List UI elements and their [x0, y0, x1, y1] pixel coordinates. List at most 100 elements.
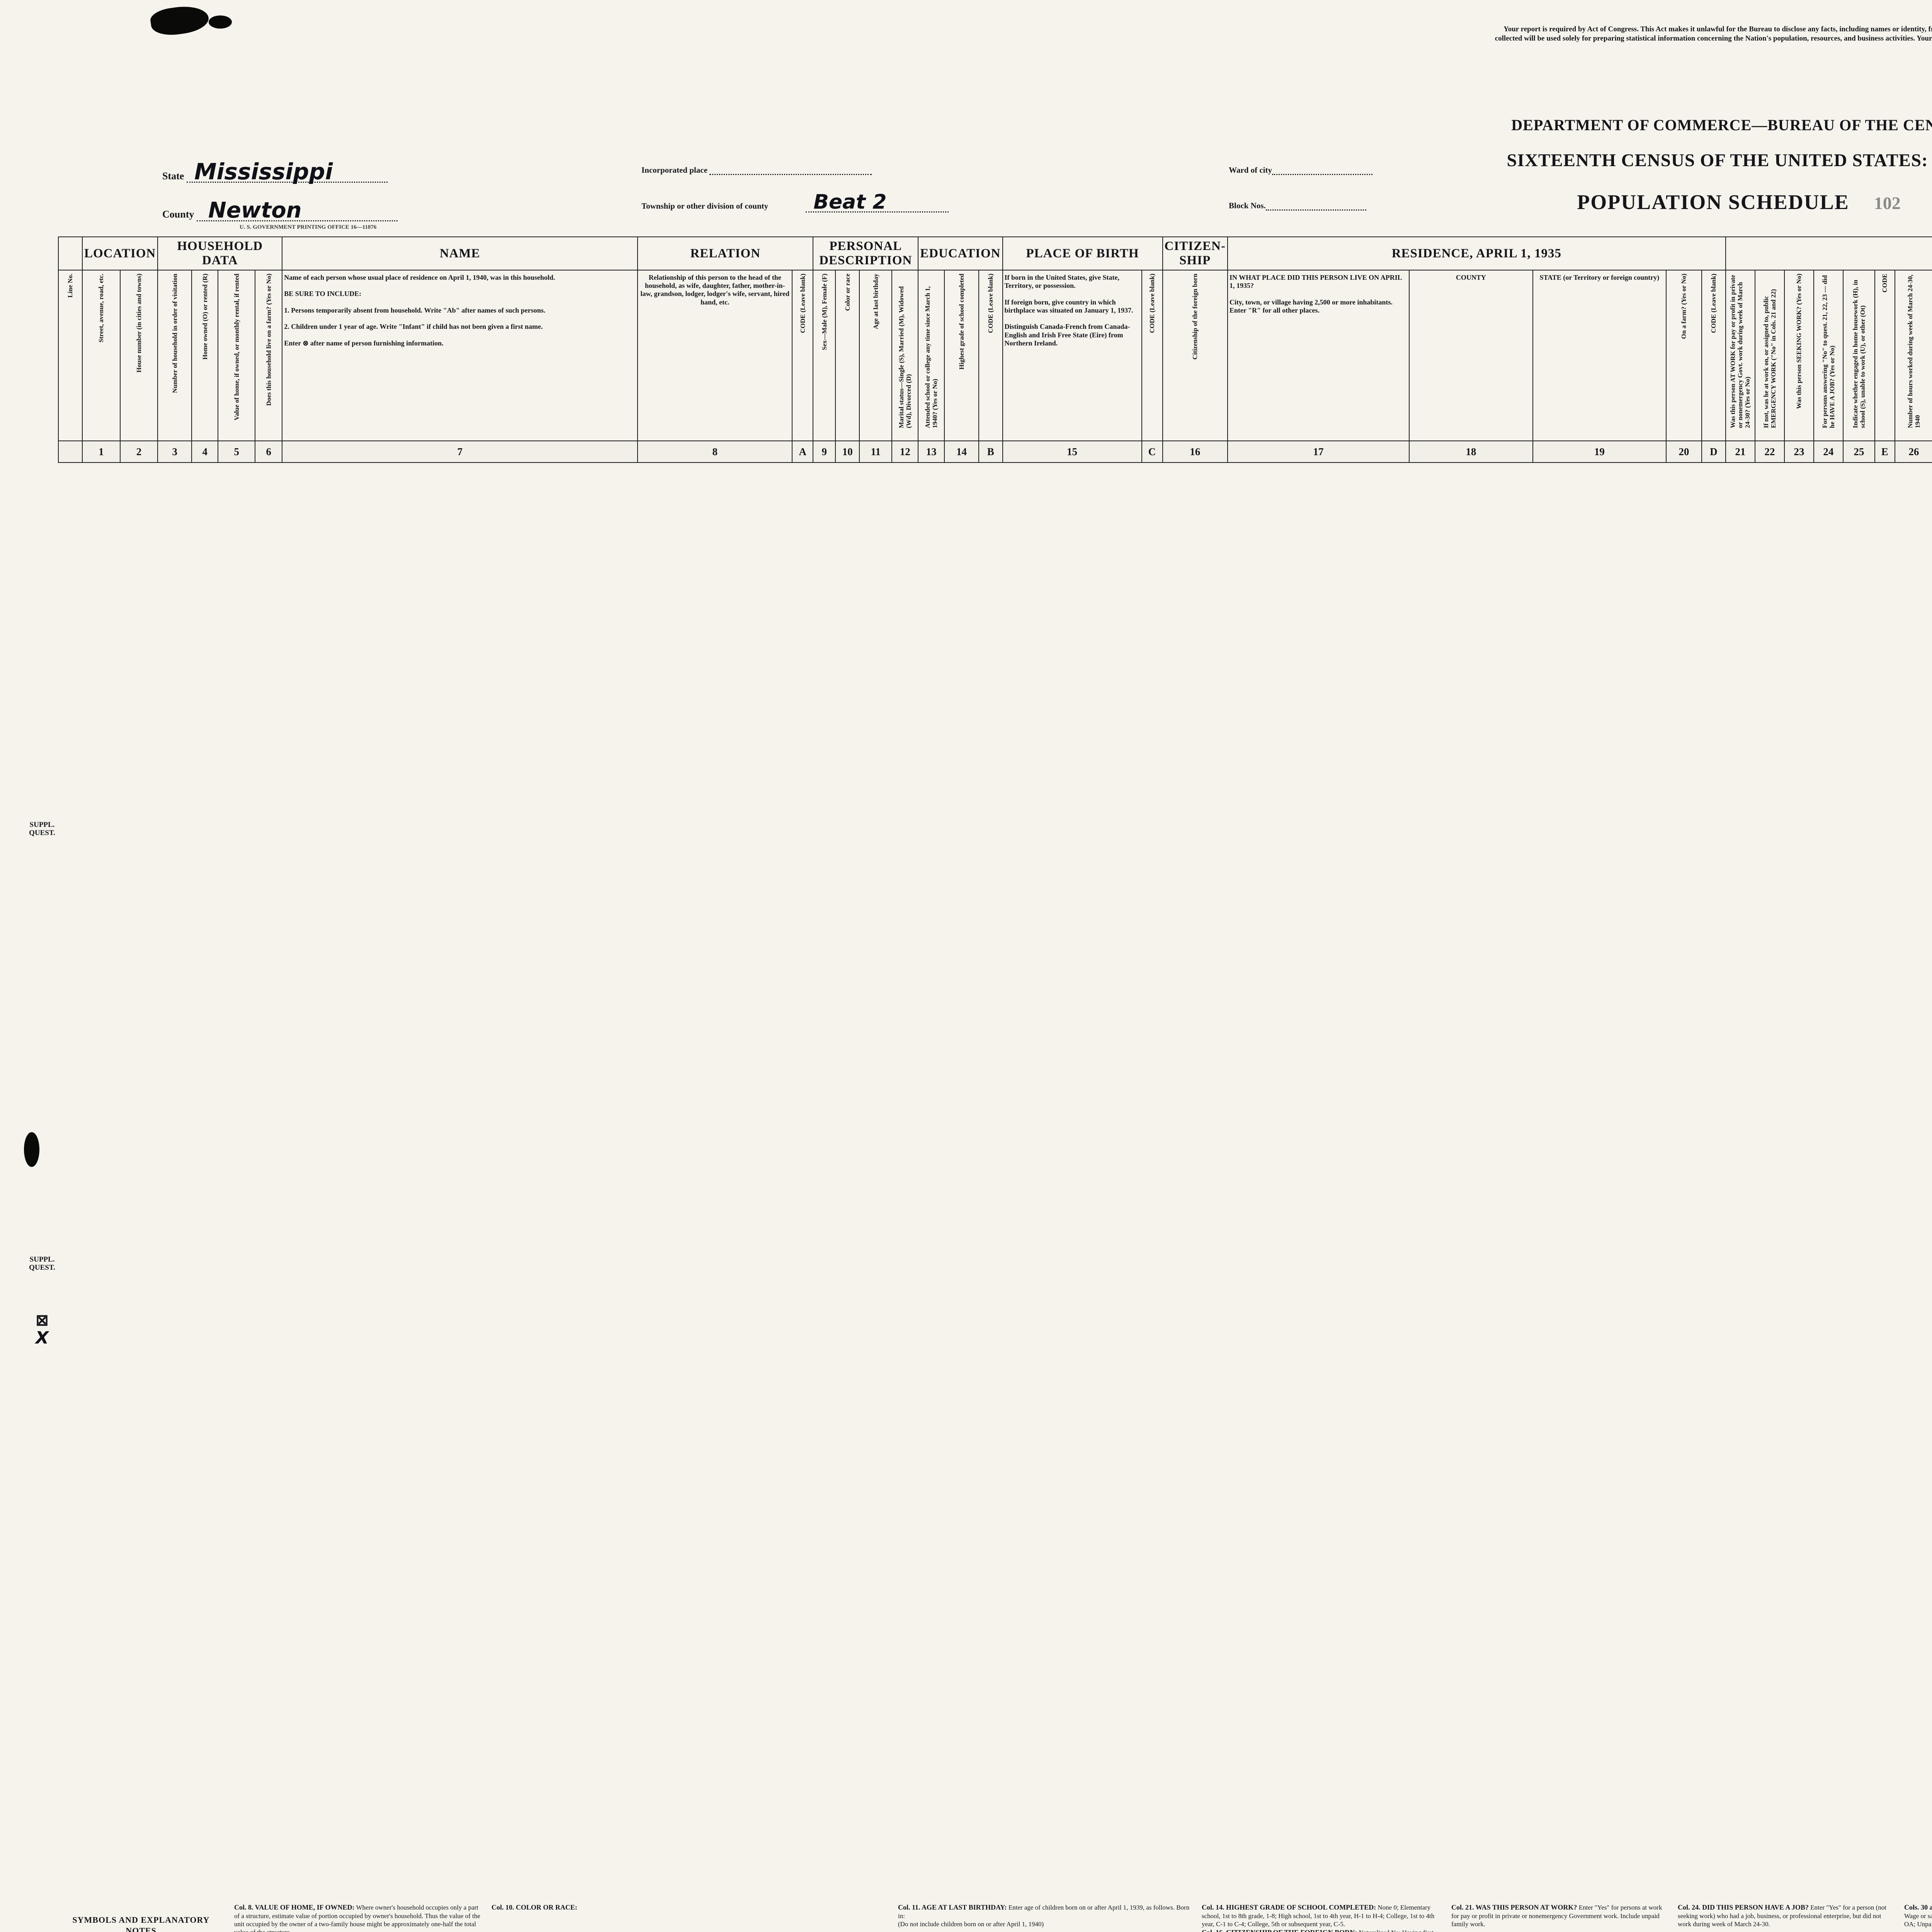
column-desc: Home owned (O) or rented (R)	[191, 270, 219, 441]
column-group: PERSONAL DESCRIPTION	[813, 236, 919, 270]
column-desc: Indicate whether engaged in home housewo…	[1842, 270, 1875, 441]
note-col24: Col. 24. DID THIS PERSON HAVE A JOB? Ent…	[1678, 1903, 1886, 1928]
column-number: 18	[1408, 440, 1533, 463]
column-number	[58, 440, 83, 463]
column-number: E	[1874, 440, 1895, 463]
column-number: 9	[813, 440, 836, 463]
column-desc: Marital status—Single (S), Married (M), …	[891, 270, 919, 441]
column-desc: Attended school or college any time sinc…	[918, 270, 945, 441]
check-box-mark: ⊠ X	[36, 1311, 49, 1348]
column-desc: Age at last birthday	[859, 270, 893, 441]
column-desc: Number of household in order of visitati…	[157, 270, 192, 441]
column-number: 19	[1532, 440, 1667, 463]
census-title: SIXTEENTH CENSUS OF THE UNITED STATES: 1…	[1507, 150, 1932, 170]
column-number: 3	[157, 440, 192, 463]
column-group: RELATION	[637, 236, 814, 270]
column-number: B	[978, 440, 1003, 463]
column-number: A	[792, 440, 814, 463]
column-desc: CODE	[1874, 270, 1895, 441]
column-number: 24	[1813, 440, 1844, 463]
state-field: State Mississippi	[162, 160, 388, 183]
explanatory-notes: SYMBOLS AND EXPLANATORY NOTES Col. 8. VA…	[58, 1903, 1932, 1932]
column-desc: If not, was he at work on, or assigned t…	[1754, 270, 1785, 441]
note-col8: Col. 8. VALUE OF HOME, IF OWNED: Where o…	[234, 1903, 480, 1932]
ward-field: Ward of city	[1229, 165, 1372, 175]
column-number: C	[1141, 440, 1163, 463]
column-number: D	[1701, 440, 1726, 463]
column-group: NAME	[282, 236, 638, 270]
column-desc: Was this person AT WORK for pay or profi…	[1725, 270, 1755, 441]
column-number: 20	[1665, 440, 1702, 463]
department-title: DEPARTMENT OF COMMERCE—BUREAU OF THE CEN…	[1511, 116, 1932, 134]
column-desc: Street, avenue, road, etc.	[82, 270, 121, 441]
column-desc: COUNTY	[1408, 270, 1533, 441]
page-header: Your report is required by Act of Congre…	[0, 0, 1932, 232]
column-number: 5	[218, 440, 256, 463]
township-field: Township or other division of county Bea…	[641, 192, 1144, 213]
schedule-stamp: 102	[1874, 193, 1901, 213]
column-number: 22	[1754, 440, 1785, 463]
block-field: Block Nos.	[1229, 201, 1366, 211]
column-desc: CODE (Leave blank)	[792, 270, 814, 441]
note-col14-16: Col. 14. HIGHEST GRADE OF SCHOOL COMPLET…	[1202, 1903, 1435, 1932]
column-desc: Line No.	[58, 270, 83, 441]
column-number: 1	[82, 440, 121, 463]
gpo-imprint: U. S. GOVERNMENT PRINTING OFFICE 16—1187…	[240, 224, 377, 230]
column-desc: Color or race	[835, 270, 860, 441]
left-suppl-note-29: SUPPL. QUEST.	[29, 1255, 55, 1272]
note-col11: Col. 11. AGE AT LAST BIRTHDAY: Enter age…	[898, 1903, 1190, 1928]
column-number: 13	[918, 440, 945, 463]
scan-blob	[209, 15, 232, 29]
column-number: 2	[119, 440, 158, 463]
column-group: RESIDENCE, APRIL 1, 1935	[1227, 236, 1726, 270]
column-desc: CODE (Leave blank)	[1701, 270, 1726, 441]
column-desc: Does this household live on a farm? (Yes…	[255, 270, 283, 441]
county-value: Newton	[196, 199, 398, 222]
township-value: Beat 2	[806, 192, 949, 213]
column-desc: IN WHAT PLACE DID THIS PERSON LIVE ON AP…	[1227, 270, 1410, 441]
county-field: County Newton	[162, 199, 398, 222]
column-desc: Relationship of this person to the head …	[637, 270, 793, 441]
confidentiality-notice: Your report is required by Act of Congre…	[1495, 25, 1932, 43]
scan-blob	[24, 1132, 39, 1167]
column-group: EDUCATION	[918, 236, 1003, 270]
column-number: 25	[1842, 440, 1875, 463]
column-desc: Sex—Male (M), Female (F)	[813, 270, 836, 441]
column-number: 15	[1002, 440, 1142, 463]
note-col21: Col. 21. WAS THIS PERSON AT WORK? Enter …	[1451, 1903, 1662, 1928]
population-schedule-table: LOCATION HOUSEHOLD DATA NAME RELATION PERSON…	[58, 236, 1932, 463]
column-number: 4	[191, 440, 219, 463]
column-desc: CODE (Leave blank)	[1141, 270, 1163, 441]
column-desc: CODE (Leave blank)	[978, 270, 1003, 441]
column-group	[58, 236, 83, 270]
left-suppl-note-14: SUPPL. QUEST.	[29, 821, 55, 837]
symbols-title: SYMBOLS AND EXPLANATORY NOTES	[72, 1915, 210, 1932]
note-col3047: Cols. 30 and 47. CLASS OF WORKER: Wage o…	[1904, 1903, 1932, 1928]
schedule-title: POPULATION SCHEDULE	[1577, 190, 1849, 214]
column-number: 6	[255, 440, 283, 463]
main-census-grid: LOCATION HOUSEHOLD DATA NAME RELATION PERSON…	[58, 236, 1932, 463]
column-desc: Highest grade of school completed	[944, 270, 980, 441]
column-number: 17	[1227, 440, 1410, 463]
column-number: 11	[859, 440, 893, 463]
column-number: 12	[891, 440, 919, 463]
note-col10: Col. 10. COLOR OR RACE:	[492, 1903, 578, 1911]
column-number: 23	[1784, 440, 1814, 463]
column-desc: STATE (or Territory or foreign country)	[1532, 270, 1667, 441]
column-group: PLACE OF BIRTH	[1002, 236, 1163, 270]
column-group: LOCATION	[82, 236, 158, 270]
column-desc: Value of home, if owned, or monthly rent…	[218, 270, 256, 441]
column-desc: Was this person SEEKING WORK? (Yes or No…	[1784, 270, 1814, 441]
incorporated-field: Incorporated place	[641, 165, 872, 175]
column-desc: Number of hours worked during week of Ma…	[1894, 270, 1932, 441]
column-number: 21	[1725, 440, 1755, 463]
column-number: 26	[1894, 440, 1932, 463]
column-desc: Name of each person whose usual place of…	[282, 270, 638, 441]
column-group: CITIZEN-SHIP	[1162, 236, 1228, 270]
state-value: Mississippi	[186, 160, 388, 183]
column-number: 7	[282, 440, 638, 463]
column-group: HOUSEHOLD DATA	[157, 236, 283, 270]
column-number: 8	[637, 440, 793, 463]
note-col10b	[702, 1903, 888, 1932]
